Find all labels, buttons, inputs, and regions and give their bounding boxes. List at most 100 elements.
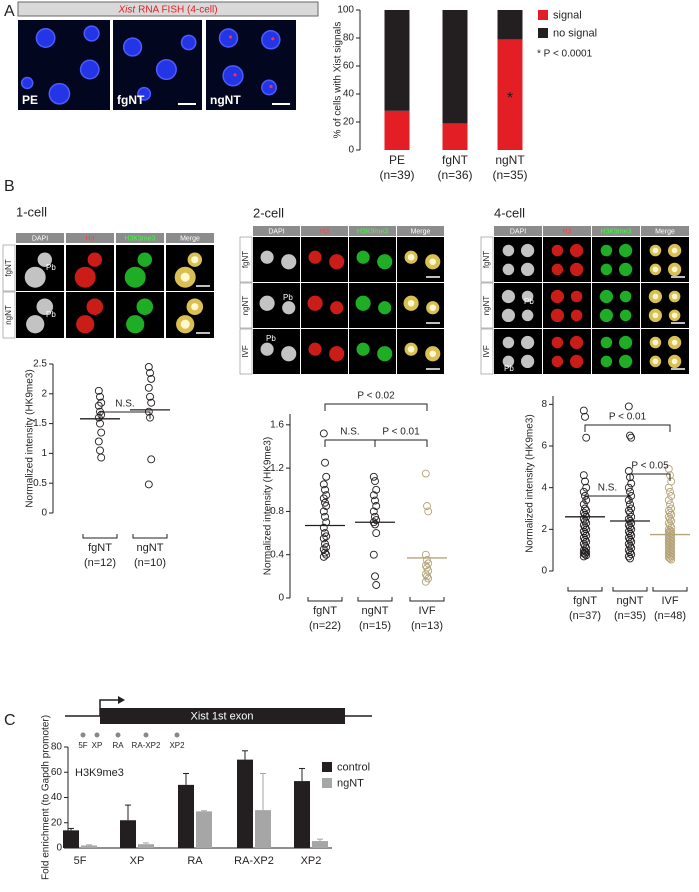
row-label-box [239, 236, 253, 283]
channel-header: H3 [563, 228, 572, 235]
data-point [146, 368, 154, 377]
data-point [582, 496, 591, 505]
data-point [626, 535, 634, 544]
n-label: (n=35) [614, 610, 646, 622]
data-point [664, 537, 673, 546]
bar-segment [497, 10, 523, 40]
data-point [144, 383, 153, 392]
n-label: (n=10) [134, 557, 166, 569]
bar [63, 830, 79, 848]
significance-label: N.S. [115, 399, 134, 410]
nucleus [600, 244, 613, 257]
bar [312, 841, 328, 848]
row-label: IVF [241, 345, 250, 358]
bar [81, 845, 97, 848]
y-tick-label: 0.8 [270, 506, 284, 517]
nucleus-core [671, 247, 678, 254]
nucleus-core [652, 312, 659, 319]
y-axis-label: Normalized intensity (HK9me3) [525, 414, 536, 552]
n-label: (n=37) [569, 610, 601, 622]
primer-label: RA [112, 741, 124, 750]
row-label: fgNT [482, 251, 491, 268]
nucleus [599, 308, 614, 323]
y-tick-label: 0 [41, 508, 47, 519]
data-point [624, 483, 633, 492]
significance-marker: * [507, 90, 513, 107]
data-point [664, 483, 673, 492]
nucleus-core [652, 293, 659, 300]
data-point [666, 548, 674, 557]
category-bracket [652, 587, 688, 592]
channel-header-box [16, 233, 64, 243]
n-label: (n=35) [492, 168, 527, 182]
data-point [94, 413, 103, 422]
nucleus [35, 28, 56, 48]
primer-dot [174, 732, 180, 738]
row-label-box [2, 291, 16, 339]
data-point [94, 386, 103, 395]
data-point [369, 507, 378, 516]
nucleus-core [191, 256, 199, 264]
xist-signal [269, 84, 273, 89]
nucleus [520, 262, 535, 277]
x-tick-label: fgNT [88, 542, 112, 554]
nucleus [282, 301, 296, 315]
micrograph [641, 329, 689, 374]
data-point [371, 512, 379, 521]
y-tick-label: 0.5 [33, 478, 47, 489]
data-point [627, 531, 636, 540]
data-point [664, 531, 673, 540]
row-label: ngNT [4, 305, 13, 325]
data-point [421, 561, 430, 570]
y-tick-label: 60 [343, 61, 355, 72]
data-point [664, 512, 673, 521]
data-point [664, 544, 673, 553]
primer-label: XP2 [169, 741, 185, 750]
primer-label: XP [92, 741, 103, 750]
primer-label: RA-XP2 [132, 741, 161, 750]
significance-bracket [374, 439, 428, 447]
data-point [319, 552, 328, 561]
data-point [627, 504, 636, 513]
significance-bracket [584, 424, 671, 432]
data-point [582, 531, 591, 540]
n-label: (n=39) [379, 168, 414, 182]
nucleus [308, 250, 322, 264]
nucleus [569, 243, 584, 258]
data-point [319, 429, 328, 438]
data-point [664, 547, 673, 556]
data-point [581, 547, 589, 556]
nucleus-core [180, 319, 190, 329]
data-point [322, 472, 331, 481]
data-point [582, 525, 591, 534]
nucleus [600, 263, 613, 276]
nucleus-core [652, 339, 659, 346]
nucleus [600, 336, 613, 349]
tss-arrow [99, 699, 118, 716]
category-bracket [409, 597, 445, 602]
nucleus [520, 354, 535, 369]
channel-header-box [641, 226, 689, 236]
primer-dot [94, 732, 100, 738]
data-point [372, 502, 381, 510]
nucleus [378, 301, 392, 315]
nucleus [24, 266, 46, 288]
bar [237, 759, 253, 848]
data-point [664, 464, 673, 473]
data-point [581, 412, 589, 421]
nucleus [520, 243, 535, 258]
data-point [581, 504, 589, 513]
x-tick-label: PE [389, 153, 405, 167]
nucleus [222, 65, 244, 87]
data-point [144, 480, 153, 489]
data-point [369, 550, 378, 559]
channel-header-box [543, 226, 591, 236]
data-point [319, 507, 328, 516]
data-point [664, 525, 673, 534]
nucleus-core [407, 345, 415, 353]
channel-header: H3 [320, 228, 329, 235]
data-point [322, 550, 331, 559]
nucleus [502, 336, 515, 349]
micrograph [641, 283, 689, 328]
